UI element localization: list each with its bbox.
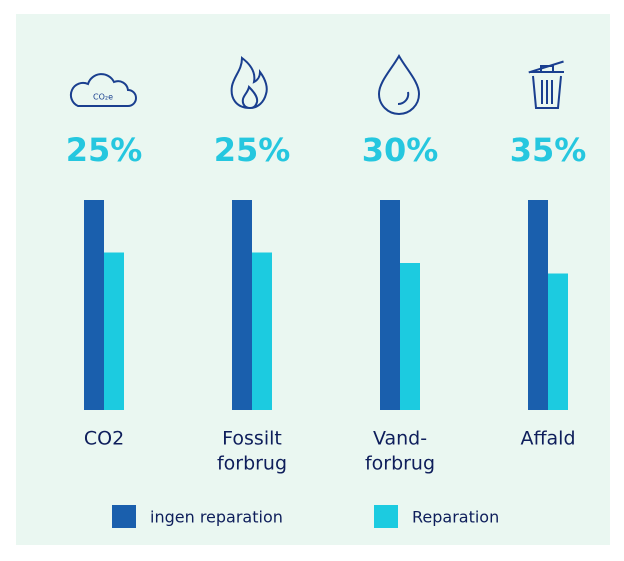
icon-cloud: CO₂e (69, 73, 137, 107)
category-label: Vand- (373, 428, 427, 450)
category-label: Affald (520, 428, 575, 450)
icon-drop (377, 53, 421, 115)
bar (104, 252, 124, 410)
bar (380, 200, 400, 410)
bar (252, 252, 272, 410)
savings-label: 35% (510, 131, 587, 169)
category-label: Fossilt (222, 428, 282, 450)
icon-flame (230, 56, 268, 110)
savings-label: 30% (362, 131, 439, 169)
legend-label: ingen reparation (150, 508, 283, 527)
svg-text:CO₂e: CO₂e (93, 93, 113, 102)
category-label: forbrug (217, 453, 287, 475)
bar (400, 263, 420, 410)
bar (528, 200, 548, 410)
bar (84, 200, 104, 410)
savings-label: 25% (214, 131, 291, 169)
category-label: CO2 (84, 428, 124, 450)
legend-label: Reparation (412, 508, 499, 527)
savings-label: 25% (66, 131, 143, 169)
bar (232, 200, 252, 410)
legend-swatch (112, 505, 136, 528)
icon-bin (528, 60, 564, 109)
bar (548, 273, 568, 410)
category-label: forbrug (365, 453, 435, 475)
legend-swatch (374, 505, 398, 528)
